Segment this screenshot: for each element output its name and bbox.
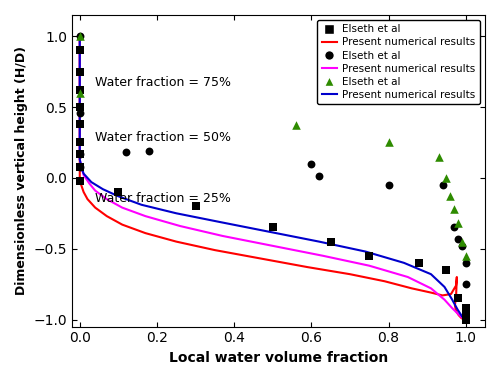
Point: [326, 239, 334, 245]
Point: [76, 110, 84, 116]
Point: [76, 163, 84, 169]
Text: Water fraction = 25%: Water fraction = 25%: [95, 192, 231, 205]
Point: [450, 225, 458, 231]
Point: [462, 281, 469, 287]
Point: [442, 267, 450, 273]
Point: [462, 260, 469, 266]
Point: [454, 236, 462, 242]
Point: [192, 203, 200, 209]
Point: [122, 149, 130, 155]
Point: [462, 253, 469, 259]
Point: [438, 182, 446, 188]
Point: [458, 243, 466, 249]
Point: [454, 220, 462, 226]
Text: Water fraction = 50%: Water fraction = 50%: [95, 131, 231, 144]
Point: [416, 260, 424, 266]
Point: [458, 239, 466, 245]
Legend: Elseth et al, Present numerical results, Elseth et al, Present numerical results: Elseth et al, Present numerical results,…: [318, 20, 480, 104]
Point: [76, 90, 84, 96]
Point: [76, 151, 84, 157]
Point: [292, 122, 300, 128]
Point: [442, 175, 450, 181]
Point: [384, 182, 392, 188]
Point: [384, 139, 392, 146]
Point: [76, 139, 84, 146]
Point: [454, 295, 462, 301]
Point: [76, 87, 84, 93]
Point: [446, 193, 454, 200]
Point: [308, 161, 316, 167]
Point: [462, 317, 469, 323]
Point: [145, 148, 153, 154]
Point: [76, 151, 84, 157]
Text: Water fraction = 75%: Water fraction = 75%: [95, 76, 231, 89]
Point: [315, 173, 323, 179]
Point: [76, 178, 84, 184]
Point: [450, 206, 458, 212]
X-axis label: Local water volume fraction: Local water volume fraction: [169, 351, 388, 365]
Point: [365, 253, 373, 259]
Point: [76, 69, 84, 75]
Point: [462, 312, 469, 318]
Point: [76, 163, 84, 169]
Point: [434, 154, 442, 160]
Point: [76, 33, 84, 39]
Point: [114, 189, 122, 195]
Point: [76, 48, 84, 54]
Point: [268, 225, 276, 231]
Y-axis label: Dimensionless vertical height (H/D): Dimensionless vertical height (H/D): [15, 46, 28, 295]
Point: [462, 305, 469, 311]
Point: [76, 121, 84, 127]
Point: [76, 104, 84, 110]
Point: [76, 33, 84, 39]
